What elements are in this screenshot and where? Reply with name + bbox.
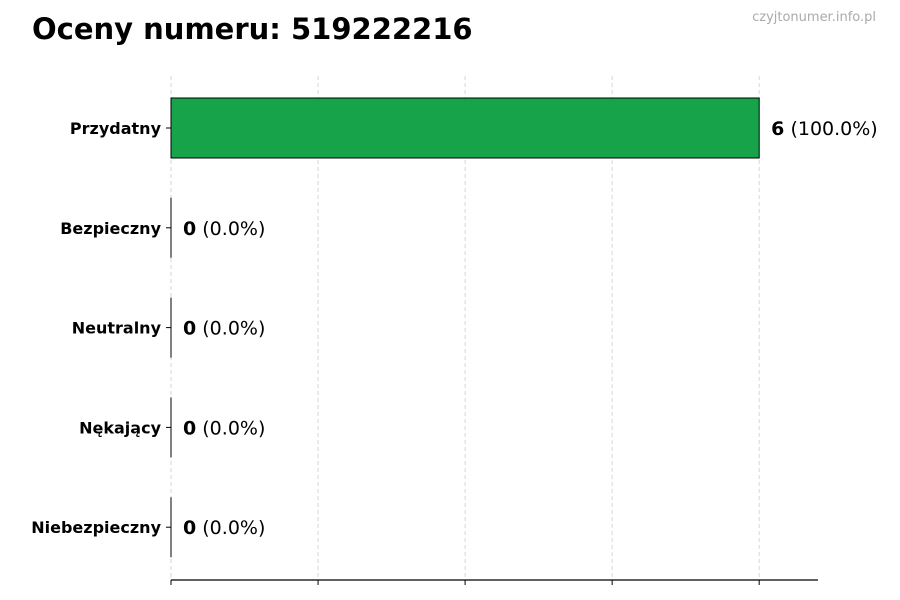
data-label-count: 0 bbox=[183, 318, 196, 340]
data-label: 0 (0.0%) bbox=[183, 417, 265, 439]
category-label: Przydatny bbox=[70, 119, 162, 138]
data-label-count: 6 bbox=[771, 118, 784, 140]
data-label-count: 0 bbox=[183, 218, 196, 240]
data-label: 0 (0.0%) bbox=[183, 218, 265, 240]
data-label-percent: (100.0%) bbox=[784, 118, 877, 140]
data-label-percent: (0.0%) bbox=[196, 517, 265, 539]
chart-title: Oceny numeru: 519222216 bbox=[32, 12, 473, 46]
data-label-percent: (0.0%) bbox=[196, 417, 265, 439]
category-label: Neutralny bbox=[72, 319, 162, 338]
data-label: 6 (100.0%) bbox=[771, 118, 878, 140]
data-label: 0 (0.0%) bbox=[183, 517, 265, 539]
category-label: Nękający bbox=[79, 418, 161, 437]
bar bbox=[170, 97, 760, 159]
category-label: Bezpieczny bbox=[60, 219, 161, 238]
data-label-percent: (0.0%) bbox=[196, 318, 265, 340]
category-label: Niebezpieczny bbox=[31, 518, 161, 537]
data-label-count: 0 bbox=[183, 517, 196, 539]
data-label: 0 (0.0%) bbox=[183, 318, 265, 340]
data-label-percent: (0.0%) bbox=[196, 218, 265, 240]
watermark: czyjtonumer.info.pl bbox=[752, 10, 876, 25]
data-label-count: 0 bbox=[183, 417, 196, 439]
